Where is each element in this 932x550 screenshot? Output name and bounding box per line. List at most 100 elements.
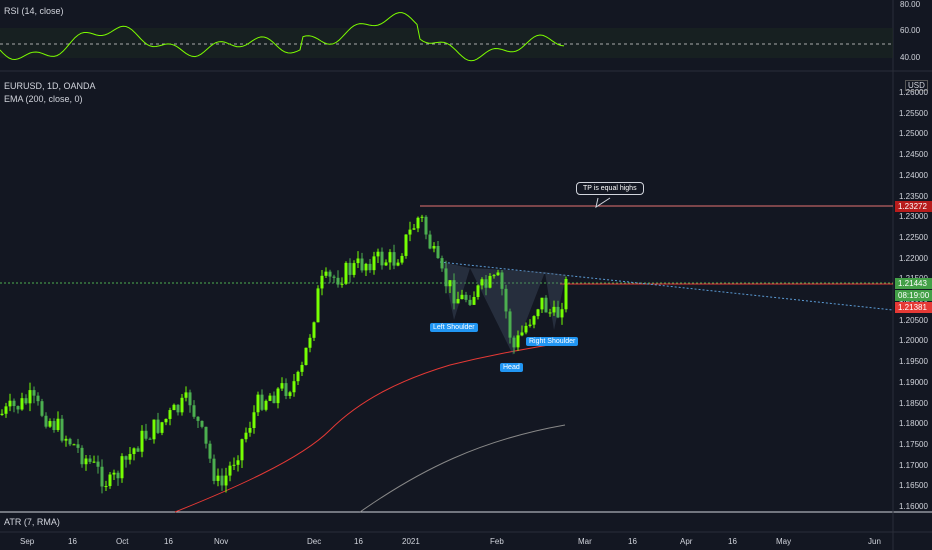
candle-body bbox=[160, 422, 164, 433]
candle-body bbox=[112, 472, 116, 475]
candle-body bbox=[476, 285, 480, 297]
candle-body bbox=[16, 406, 20, 410]
time-axis-label: Nov bbox=[214, 537, 229, 546]
candle-body bbox=[344, 262, 348, 284]
candle-body bbox=[504, 288, 508, 312]
candle-body bbox=[140, 430, 144, 452]
price-axis-label: 1.20500 bbox=[899, 315, 928, 325]
atr-label: ATR (7, RMA) bbox=[4, 517, 60, 527]
candle-body bbox=[224, 475, 228, 486]
price-axis-label: 1.19000 bbox=[899, 377, 928, 387]
candle-body bbox=[388, 252, 392, 263]
candle-body bbox=[356, 258, 360, 264]
candle-body bbox=[296, 371, 300, 382]
candle-body bbox=[496, 272, 500, 276]
candle-body bbox=[500, 272, 504, 289]
candle-body bbox=[376, 251, 380, 257]
price-axis-label: 1.18500 bbox=[899, 398, 928, 408]
candle-body bbox=[220, 475, 224, 486]
candle-body bbox=[60, 418, 64, 441]
candle-body bbox=[424, 216, 428, 235]
candle-body bbox=[136, 448, 140, 452]
candle-body bbox=[68, 438, 72, 445]
candle-body bbox=[232, 464, 236, 466]
candle-body bbox=[284, 383, 288, 396]
time-axis-label: Dec bbox=[307, 537, 322, 546]
rsi-label: RSI (14, close) bbox=[4, 6, 64, 16]
candle-body bbox=[36, 395, 40, 402]
candle-body bbox=[464, 294, 468, 300]
candle-body bbox=[368, 263, 372, 271]
candle-body bbox=[108, 474, 112, 487]
candle-body bbox=[412, 228, 416, 230]
candle-body bbox=[228, 465, 232, 476]
candle-body bbox=[468, 299, 472, 305]
time-axis-label: 16 bbox=[354, 537, 363, 546]
candle-body bbox=[540, 297, 544, 310]
candle-body bbox=[188, 392, 192, 406]
candle-body bbox=[0, 413, 4, 415]
candle-body bbox=[100, 466, 104, 487]
price-axis-label: 1.26000 bbox=[899, 88, 928, 97]
candle-body bbox=[48, 421, 52, 427]
candle-body bbox=[80, 447, 84, 465]
candle-body bbox=[240, 439, 244, 461]
price-axis-label: 1.16500 bbox=[899, 481, 928, 491]
candle-body bbox=[444, 268, 448, 287]
price-axis-label: 1.20000 bbox=[899, 336, 928, 346]
candle-body bbox=[520, 332, 524, 336]
candle-body bbox=[12, 400, 16, 407]
candle-body bbox=[76, 444, 80, 448]
candle-body bbox=[480, 279, 484, 286]
candle-body bbox=[316, 288, 320, 323]
candle-body bbox=[52, 421, 56, 431]
price-axis-label: 1.24500 bbox=[899, 150, 928, 160]
candle-body bbox=[216, 475, 220, 481]
candle-body bbox=[268, 395, 272, 401]
candle-body bbox=[192, 405, 196, 417]
candle-body bbox=[332, 276, 336, 278]
candle-body bbox=[64, 438, 68, 441]
candle-body bbox=[456, 299, 460, 304]
candle-body bbox=[180, 397, 184, 413]
candle-body bbox=[256, 394, 260, 413]
candle-body bbox=[252, 412, 256, 429]
candle-body bbox=[564, 279, 568, 310]
currency-badge[interactable]: USD bbox=[905, 80, 928, 91]
current-price-tag: 1.21443 bbox=[895, 278, 932, 289]
candle-body bbox=[380, 251, 384, 266]
right-shoulder-label[interactable]: Right Shoulder bbox=[526, 337, 579, 346]
candle-body bbox=[92, 461, 96, 463]
candle-body bbox=[248, 428, 252, 433]
tp-note-callout[interactable]: TP is equal highs bbox=[576, 182, 644, 195]
head-label[interactable]: Head bbox=[500, 363, 523, 372]
candle-body bbox=[432, 246, 436, 249]
candle-body bbox=[308, 337, 312, 348]
candle-body bbox=[200, 420, 204, 427]
countdown-tag: 08:19:00 bbox=[895, 290, 932, 301]
ema-label[interactable]: EMA (200, close, 0) bbox=[4, 94, 83, 104]
candle-body bbox=[164, 418, 168, 423]
candle-body bbox=[488, 275, 492, 288]
candle-body bbox=[128, 454, 132, 460]
candle-body bbox=[416, 217, 420, 229]
time-axis-label: Mar bbox=[578, 537, 592, 546]
candle-body bbox=[360, 258, 364, 271]
candle-body bbox=[84, 458, 88, 465]
candle-body bbox=[280, 383, 284, 389]
pattern-shape bbox=[545, 272, 566, 330]
candle-body bbox=[436, 246, 440, 259]
ma-line bbox=[359, 424, 566, 513]
symbol-label[interactable]: EURUSD, 1D, OANDA bbox=[4, 81, 96, 91]
candle-body bbox=[400, 255, 404, 263]
candle-body bbox=[364, 263, 368, 271]
candle-body bbox=[168, 410, 172, 419]
time-axis-label: 16 bbox=[164, 537, 173, 546]
left-shoulder-label[interactable]: Left Shoulder bbox=[430, 323, 478, 332]
candle-body bbox=[292, 381, 296, 393]
price-axis-label: 1.18000 bbox=[899, 419, 928, 429]
candle-body bbox=[340, 283, 344, 285]
price-axis-label: 1.22000 bbox=[899, 253, 928, 263]
candle-body bbox=[348, 262, 352, 275]
